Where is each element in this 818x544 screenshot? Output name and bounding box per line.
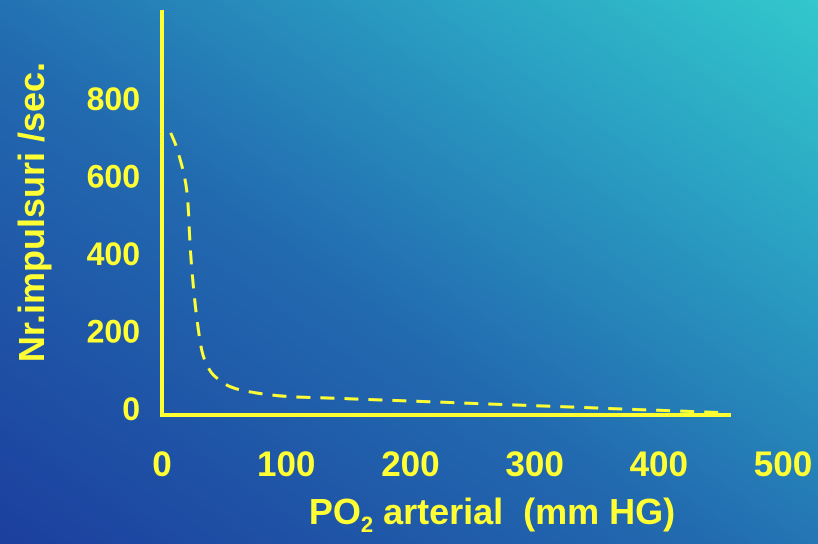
x-axis-title: PO2 arterial (mm HG) <box>309 491 675 537</box>
x-tick-labels: 0 100 200 300 400 500 <box>152 445 812 484</box>
x-tick-label: 100 <box>257 445 315 484</box>
x-tick-label: 200 <box>381 445 439 484</box>
x-axis-title-main: PO <box>309 491 361 532</box>
x-axis-title-subscript: 2 <box>361 512 373 537</box>
x-tick-label: 500 <box>754 445 812 484</box>
y-tick-label: 0 <box>122 391 140 427</box>
series-0-dashed-line <box>169 132 721 415</box>
x-tick-label: 0 <box>152 445 171 484</box>
y-tick-label: 400 <box>87 236 140 272</box>
y-tick-label: 600 <box>87 159 140 195</box>
x-axis-title-rest: arterial (mm HG) <box>373 491 675 532</box>
y-axis-title-group: Nr.impulsuri /sec. <box>11 62 52 362</box>
y-tick-label: 200 <box>87 314 140 350</box>
y-axis-title: Nr.impulsuri /sec. <box>11 62 52 362</box>
y-tick-labels: 0 200 400 600 800 <box>87 81 140 427</box>
x-tick-label: 300 <box>505 445 563 484</box>
y-tick-label: 800 <box>87 81 140 117</box>
x-tick-label: 400 <box>630 445 688 484</box>
